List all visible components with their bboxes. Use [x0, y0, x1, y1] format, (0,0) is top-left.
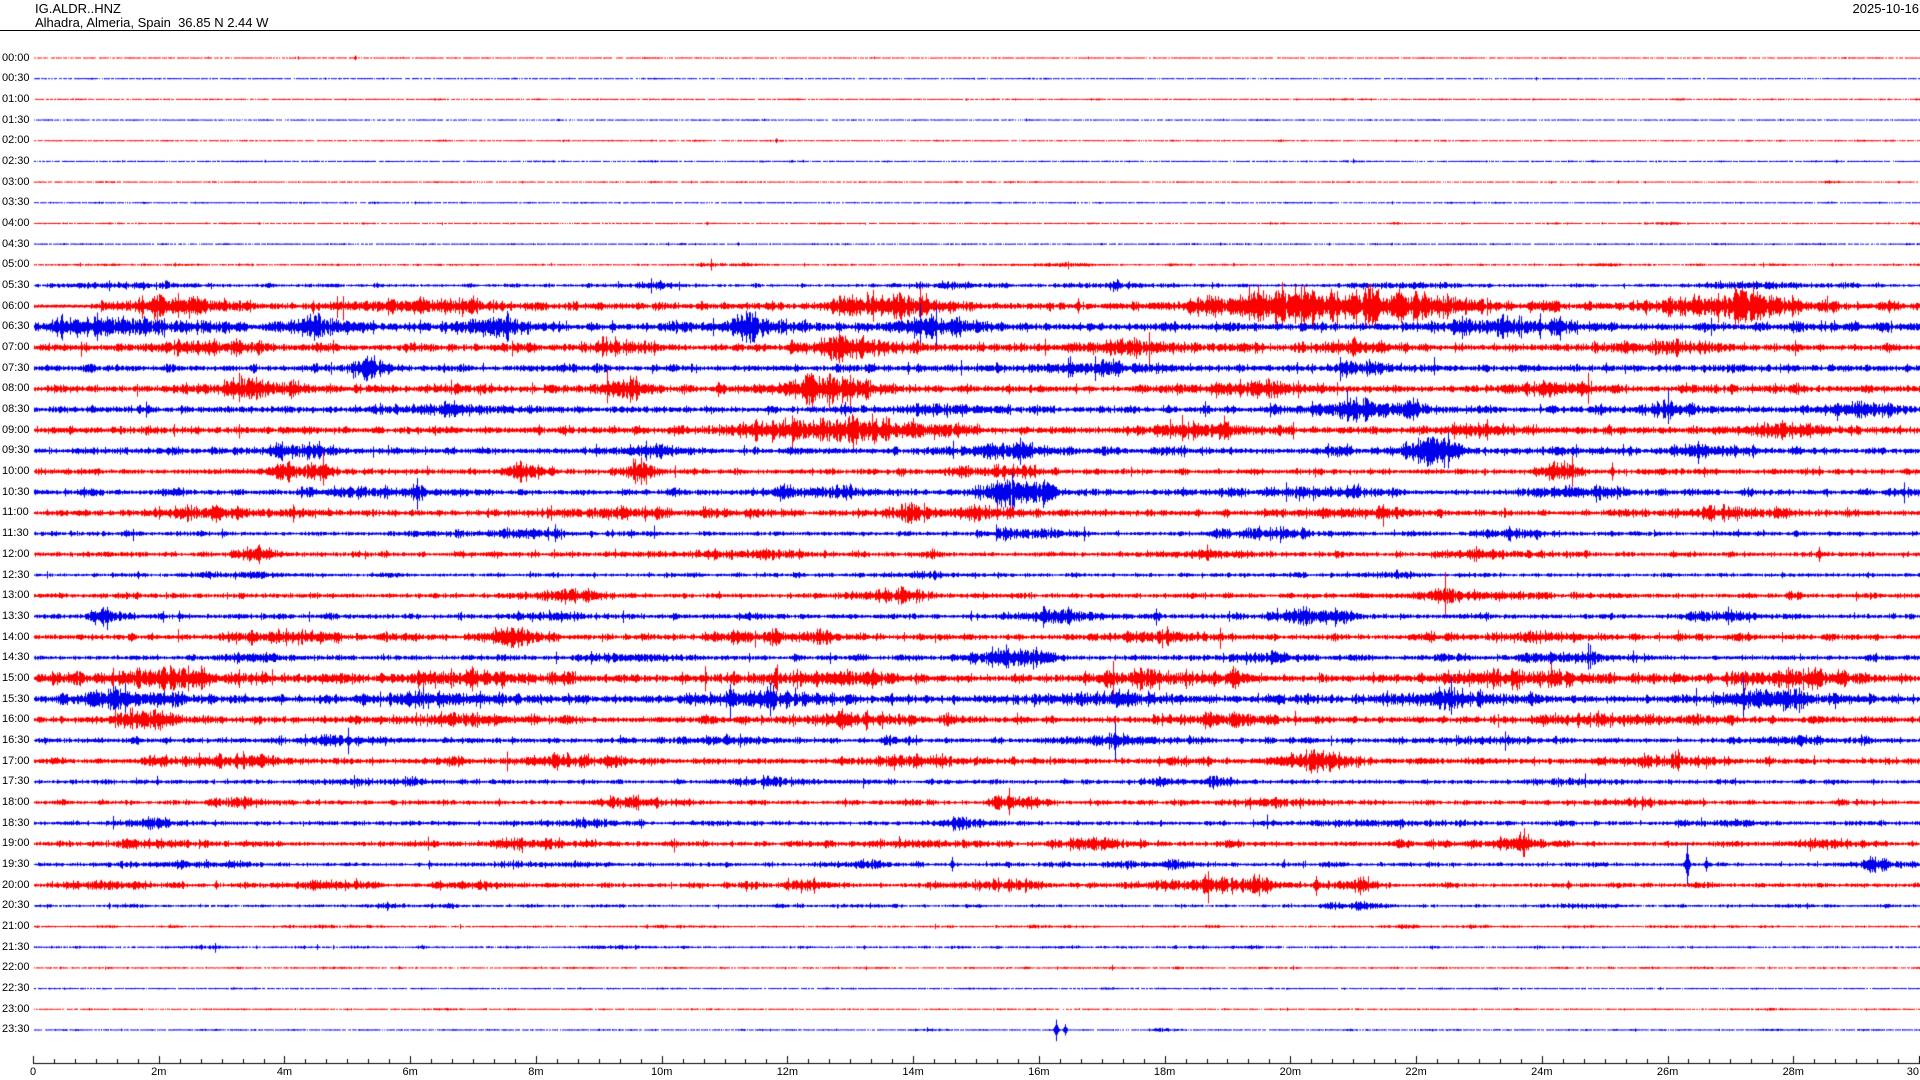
trace-time-label: 06:30	[2, 320, 30, 333]
trace-time-label: 16:30	[2, 733, 30, 746]
trace-time-label: 23:00	[2, 1002, 30, 1015]
trace-time-label: 08:00	[2, 382, 30, 395]
trace-time-label: 16:00	[2, 713, 30, 726]
trace-time-label: 21:00	[2, 920, 30, 933]
trace-time-label: 23:30	[2, 1023, 30, 1036]
trace-time-label: 14:30	[2, 651, 30, 664]
trace-time-label: 07:00	[2, 341, 30, 354]
trace-time-label: 04:00	[2, 216, 30, 229]
trace-time-label: 03:00	[2, 175, 30, 188]
x-axis-tick-label: 12m	[776, 1066, 799, 1078]
x-axis-tick-label: 8m	[528, 1066, 544, 1078]
trace-time-label: 20:00	[2, 878, 30, 891]
x-axis-tick-label: 22m	[1405, 1066, 1427, 1078]
x-axis-tick-label: 10m	[650, 1066, 673, 1078]
trace-time-label: 21:30	[2, 940, 30, 953]
trace-time-label: 05:00	[2, 258, 30, 271]
station-location: Alhadra, Almeria, Spain 36.85 N 2.44 W	[35, 15, 269, 30]
trace-time-label: 15:00	[2, 671, 30, 684]
trace-time-label: 19:30	[2, 858, 30, 871]
trace-time-label: 01:00	[2, 92, 30, 105]
trace-time-label: 05:30	[2, 278, 30, 291]
trace-time-label: 22:00	[2, 961, 30, 974]
trace-time-label: 14:00	[2, 630, 30, 643]
trace-time-label: 13:30	[2, 609, 30, 622]
trace-time-label: 01:30	[2, 113, 30, 126]
trace-time-label: 09:30	[2, 444, 30, 457]
x-axis-tick-label: 24m	[1531, 1066, 1553, 1078]
trace-time-label: 18:00	[2, 795, 30, 808]
trace-time-label: 03:30	[2, 196, 30, 209]
x-axis-tick-label: 18m	[1153, 1066, 1176, 1078]
record-date: 2025-10-16	[1852, 1, 1920, 16]
x-axis-tick-label: 14m	[902, 1066, 924, 1078]
x-axis-tick-label: 30	[1906, 1066, 1919, 1078]
station-code: IG.ALDR..HNZ	[35, 1, 121, 16]
trace-time-label: 08:30	[2, 403, 30, 416]
x-axis-tick-label: 6m	[402, 1066, 418, 1078]
trace-time-label: 17:00	[2, 754, 30, 767]
header-divider	[0, 30, 1920, 31]
trace-time-label: 13:00	[2, 589, 30, 602]
trace-time-label: 00:00	[2, 51, 30, 64]
trace-time-label: 00:30	[2, 72, 30, 85]
trace-time-label: 20:30	[2, 899, 30, 912]
trace-time-label: 10:30	[2, 485, 30, 498]
trace-time-label: 12:00	[2, 547, 30, 560]
trace-time-label: 18:30	[2, 816, 30, 829]
trace-time-label: 09:00	[2, 423, 30, 436]
trace-time-label: 22:30	[2, 982, 30, 995]
trace-time-label: 17:30	[2, 775, 30, 788]
trace-time-label: 19:00	[2, 837, 30, 850]
trace-time-label: 10:00	[2, 465, 30, 478]
trace-time-label: 11:00	[2, 506, 29, 519]
trace-time-label: 12:30	[2, 568, 30, 581]
trace-time-label: 07:30	[2, 361, 30, 374]
trace-time-label: 02:00	[2, 134, 30, 147]
trace-time-label: 06:00	[2, 299, 30, 312]
trace-time-label: 02:30	[2, 154, 30, 167]
x-axis-tick-label: 16m	[1028, 1066, 1050, 1078]
x-axis-tick-label: 26m	[1656, 1066, 1679, 1078]
x-axis-tick-label: 28m	[1782, 1066, 1804, 1078]
x-axis-tick-label: 2m	[151, 1066, 167, 1078]
x-axis-tick-label: 0	[29, 1066, 37, 1078]
trace-time-label: 11:30	[2, 527, 29, 540]
trace-time-label: 15:30	[2, 692, 30, 705]
x-axis-tick-label: 4m	[276, 1066, 293, 1078]
x-axis-tick-label: 20m	[1279, 1066, 1302, 1078]
trace-time-label: 04:30	[2, 237, 30, 250]
